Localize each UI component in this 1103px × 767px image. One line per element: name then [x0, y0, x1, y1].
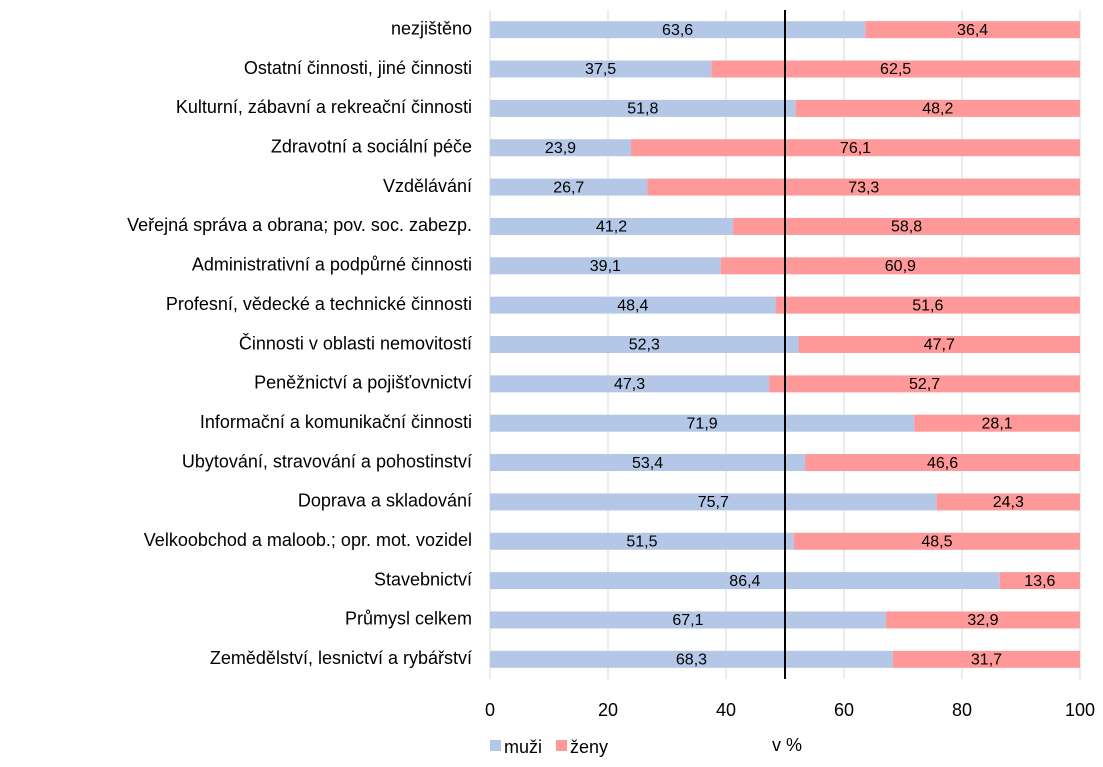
data-label: 46,6: [927, 455, 958, 472]
bar-segment: [490, 650, 893, 668]
data-label: 76,1: [840, 140, 871, 157]
y-tick-label: Činnosti v oblasti nemovitostí: [239, 332, 472, 353]
y-tick-label: Ostatní činnosti, jiné činnosti: [244, 58, 472, 78]
data-label: 51,8: [627, 101, 658, 118]
bar-segment: [490, 493, 937, 511]
y-tick-label: Zemědělství, lesnictví a rybářství: [210, 648, 472, 668]
bar-segment: [490, 454, 806, 472]
y-tick-label: Administrativní a podpůrné činnosti: [192, 255, 472, 275]
bar-segment: [631, 139, 1080, 157]
data-label: 51,5: [626, 533, 657, 550]
bar-segment: [936, 493, 1080, 511]
bar-segment: [490, 99, 796, 117]
bar-segment: [490, 60, 712, 78]
y-tick-label: Kulturní, zábavní a rekreační činnosti: [176, 97, 472, 117]
data-label: 53,4: [632, 455, 663, 472]
bar-segment: [775, 296, 1080, 314]
data-label: 31,7: [971, 652, 1002, 669]
data-label: 39,1: [590, 258, 621, 275]
x-tick-label: 0: [485, 700, 495, 720]
bar-segment: [885, 611, 1080, 629]
bar-segment: [892, 650, 1080, 668]
y-tick-label: Průmysl celkem: [345, 609, 472, 629]
x-axis-label: v %: [772, 735, 802, 755]
bar-segment: [490, 178, 648, 196]
bar-segment: [490, 414, 915, 432]
data-label: 52,3: [629, 337, 660, 354]
data-label: 73,3: [848, 179, 879, 196]
data-label: 62,5: [880, 61, 911, 78]
x-tick-label: 40: [716, 700, 736, 720]
data-label: 86,4: [729, 573, 760, 590]
legend-swatch: [556, 740, 568, 751]
legend-swatch: [490, 740, 501, 751]
y-tick-label: nezjištěno: [391, 18, 472, 38]
x-tick-label: 20: [598, 700, 618, 720]
bar-segment: [490, 257, 721, 275]
data-label: 24,3: [993, 494, 1024, 511]
bar-segment: [999, 572, 1080, 590]
bar-segment: [865, 21, 1080, 39]
data-label: 60,9: [885, 258, 916, 275]
bar-segment: [490, 296, 776, 314]
data-label: 13,6: [1024, 573, 1055, 590]
legend-label: muži: [504, 737, 542, 757]
y-tick-label: Ubytování, stravování a pohostinství: [182, 451, 472, 471]
x-tick-label: 100: [1065, 700, 1095, 720]
data-label: 51,6: [912, 297, 943, 314]
bar-segment: [795, 99, 1080, 117]
data-label: 23,9: [545, 140, 576, 157]
data-label: 36,4: [957, 22, 988, 39]
y-tick-label: Vzdělávání: [383, 176, 472, 196]
data-label: 58,8: [891, 219, 922, 236]
data-label: 41,2: [596, 219, 627, 236]
data-label: 48,4: [617, 297, 648, 314]
bar-segment: [490, 21, 866, 39]
y-tick-label: Stavebnictví: [374, 569, 472, 589]
data-label: 32,9: [967, 612, 998, 629]
data-label: 26,7: [553, 179, 584, 196]
y-tick-label: Doprava a skladování: [298, 491, 472, 511]
data-label: 71,9: [687, 415, 718, 432]
data-label: 67,1: [672, 612, 703, 629]
bar-segment: [490, 336, 799, 353]
bar-segment: [490, 375, 770, 393]
x-tick-label: 60: [834, 700, 854, 720]
bar-segment: [490, 139, 632, 157]
data-label: 68,3: [676, 652, 707, 669]
bar-segment: [769, 375, 1080, 393]
y-tick-label: Informační a komunikační činnosti: [200, 412, 472, 432]
data-label: 47,3: [614, 376, 645, 393]
data-label: 28,1: [982, 415, 1013, 432]
bar-segment: [490, 217, 734, 235]
y-tick-label: Velkoobchod a maloob.; opr. mot. vozidel: [144, 530, 472, 550]
y-tick-label: Veřejná správa a obrana; pov. soc. zabez…: [127, 215, 472, 235]
y-tick-label: Zdravotní a sociální péče: [271, 136, 472, 156]
bar-segment: [490, 572, 1000, 590]
bar-segment: [733, 217, 1080, 235]
bar-segment: [490, 532, 794, 550]
bar-segment: [805, 454, 1080, 472]
bar-segment: [914, 414, 1080, 432]
bar-segment: [647, 178, 1080, 196]
legend-label: ženy: [570, 737, 608, 757]
data-label: 48,5: [921, 533, 952, 550]
bar-segment: [711, 60, 1080, 78]
y-tick-label: Peněžnictví a pojišťovnictví: [254, 373, 472, 393]
bar-segment: [793, 532, 1080, 550]
data-label: 52,7: [909, 376, 940, 393]
data-label: 47,7: [924, 337, 955, 354]
y-tick-label: Profesní, vědecké a technické činnosti: [166, 294, 472, 314]
bar-segment: [720, 257, 1080, 275]
data-label: 63,6: [662, 22, 693, 39]
x-tick-label: 80: [952, 700, 972, 720]
data-label: 75,7: [698, 494, 729, 511]
bar-segment: [490, 611, 886, 629]
data-label: 48,2: [922, 101, 953, 118]
data-label: 37,5: [585, 61, 616, 78]
bar-segment: [798, 336, 1080, 353]
